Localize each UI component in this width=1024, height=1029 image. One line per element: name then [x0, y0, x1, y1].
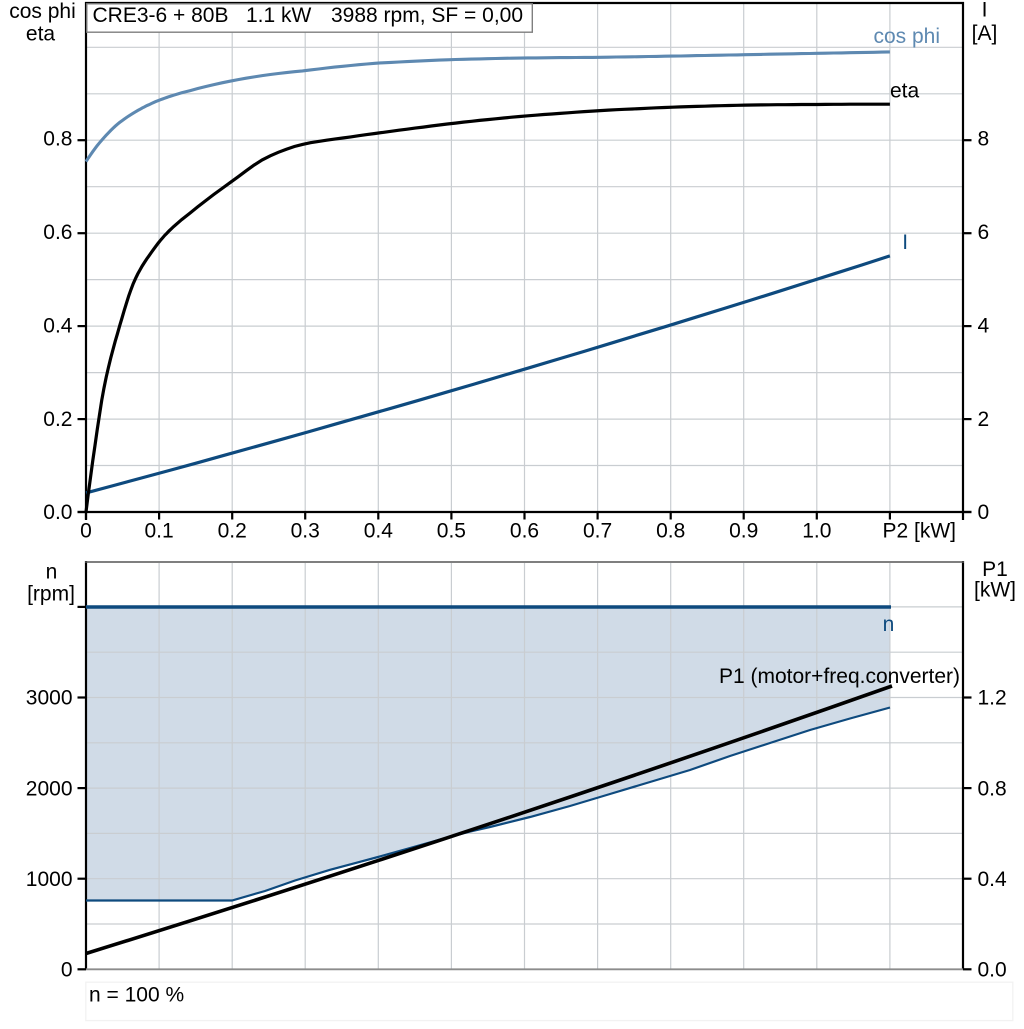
svg-text:0.8: 0.8 — [43, 127, 72, 150]
svg-text:0.2: 0.2 — [43, 408, 72, 431]
svg-text:3000: 3000 — [26, 687, 73, 710]
svg-text:n = 100 %: n = 100 % — [89, 984, 184, 1007]
svg-text:eta: eta — [26, 23, 56, 46]
svg-text:0.5: 0.5 — [437, 520, 466, 543]
svg-text:0.1: 0.1 — [144, 520, 173, 543]
svg-text:0.4: 0.4 — [43, 314, 73, 337]
svg-text:2: 2 — [978, 408, 990, 431]
svg-text:n: n — [46, 561, 58, 584]
svg-text:I: I — [902, 231, 908, 254]
svg-text:0.9: 0.9 — [729, 520, 758, 543]
svg-text:P1: P1 — [982, 558, 1008, 581]
svg-text:0: 0 — [61, 959, 73, 982]
svg-text:0.7: 0.7 — [583, 520, 612, 543]
svg-text:[kW]: [kW] — [974, 579, 1016, 602]
svg-text:0.2: 0.2 — [218, 520, 247, 543]
svg-text:P2 [kW]: P2 [kW] — [882, 520, 956, 543]
svg-text:0.0: 0.0 — [43, 501, 72, 524]
svg-text:0.4: 0.4 — [364, 520, 394, 543]
svg-text:0.8: 0.8 — [656, 520, 685, 543]
svg-text:I: I — [982, 0, 988, 21]
svg-text:2000: 2000 — [26, 777, 73, 800]
svg-text:eta: eta — [890, 80, 920, 103]
svg-text:cos phi: cos phi — [9, 0, 76, 23]
svg-text:CRE3-6 + 80B: CRE3-6 + 80B — [93, 4, 229, 27]
svg-text:8: 8 — [978, 127, 990, 150]
svg-text:0.8: 0.8 — [978, 777, 1007, 800]
svg-text:P1 (motor+freq.converter): P1 (motor+freq.converter) — [719, 665, 960, 688]
svg-text:cos phi: cos phi — [873, 25, 940, 48]
svg-text:0.6: 0.6 — [510, 520, 539, 543]
svg-text:1000: 1000 — [26, 868, 73, 891]
svg-text:0: 0 — [978, 501, 990, 524]
svg-text:[A]: [A] — [972, 22, 998, 45]
svg-text:3988 rpm, SF = 0,00: 3988 rpm, SF = 0,00 — [331, 4, 523, 27]
svg-text:[rpm]: [rpm] — [27, 583, 75, 606]
svg-text:1.2: 1.2 — [978, 687, 1007, 710]
svg-text:0.3: 0.3 — [291, 520, 320, 543]
svg-text:n: n — [883, 613, 895, 636]
svg-text:1.1 kW: 1.1 kW — [246, 4, 312, 27]
svg-text:6: 6 — [978, 221, 990, 244]
svg-text:1.0: 1.0 — [802, 520, 831, 543]
svg-text:0: 0 — [80, 520, 92, 543]
svg-text:0.6: 0.6 — [43, 221, 72, 244]
svg-text:0.4: 0.4 — [978, 868, 1008, 891]
svg-text:0.0: 0.0 — [978, 959, 1007, 982]
svg-text:4: 4 — [978, 314, 990, 337]
